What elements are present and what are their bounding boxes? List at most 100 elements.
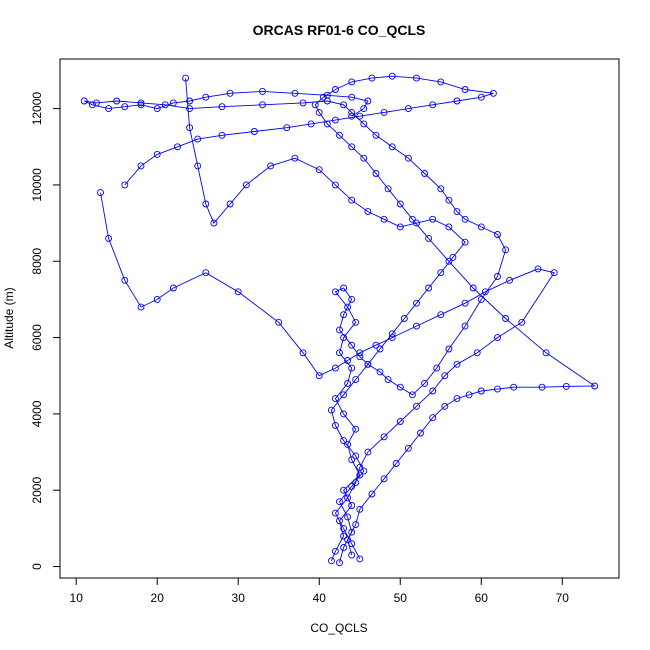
data-point	[445, 345, 453, 353]
data-point	[336, 349, 343, 357]
data-point	[344, 303, 352, 311]
data-point	[453, 208, 461, 216]
data-point	[494, 385, 501, 393]
data-point	[356, 555, 364, 563]
data-point	[348, 108, 356, 116]
data-point	[437, 269, 445, 277]
data-point	[340, 410, 348, 418]
data-point	[186, 124, 194, 132]
data-point	[226, 89, 234, 97]
data-point	[429, 215, 437, 223]
x-axis-label: CO_QCLS	[310, 621, 367, 635]
data-point	[396, 383, 404, 391]
series-line	[185, 78, 466, 563]
data-point	[153, 295, 161, 303]
data-point	[356, 349, 364, 357]
data-point	[315, 108, 323, 116]
chart-title: ORCAS RF01-6 CO_QCLS	[253, 22, 426, 38]
data-point	[356, 353, 364, 361]
data-point	[506, 276, 514, 284]
data-point	[105, 234, 113, 242]
data-point	[591, 382, 599, 390]
x-axis: 10 20 30 40 50 60 70	[70, 577, 570, 605]
series-line	[124, 75, 597, 556]
data-point	[562, 382, 570, 390]
data-point	[413, 402, 420, 410]
data-point	[336, 517, 343, 525]
data-point	[494, 334, 501, 342]
data-point	[344, 357, 352, 364]
data-point	[348, 482, 356, 490]
data-point	[80, 97, 88, 105]
y-tick-label: 10000	[30, 168, 44, 202]
data-point	[93, 99, 100, 107]
data-point	[461, 86, 469, 93]
y-axis-label: Altitude (m)	[2, 287, 16, 348]
data-point	[388, 143, 396, 151]
data-point	[283, 124, 291, 132]
data-series-group	[80, 72, 599, 567]
data-point	[336, 131, 343, 139]
data-point	[352, 376, 360, 384]
data-point	[331, 86, 339, 93]
x-tick-label: 70	[556, 591, 570, 605]
data-point	[356, 471, 364, 479]
data-point	[259, 101, 266, 109]
data-point	[348, 364, 356, 372]
data-point	[384, 376, 392, 384]
data-point	[336, 559, 343, 567]
data-point	[425, 234, 433, 242]
data-point	[441, 402, 449, 410]
data-point	[121, 276, 129, 284]
data-point	[372, 131, 380, 139]
data-point	[352, 521, 360, 529]
data-point	[88, 101, 96, 109]
data-point	[453, 395, 461, 403]
data-point	[331, 547, 339, 555]
data-point	[348, 551, 356, 559]
data-point	[465, 391, 473, 399]
data-point	[494, 273, 501, 280]
data-point	[461, 299, 469, 307]
data-point	[153, 150, 161, 158]
data-point	[364, 448, 372, 456]
data-point	[348, 143, 356, 151]
data-point	[194, 162, 202, 170]
data-point	[348, 112, 356, 120]
data-point	[356, 112, 364, 120]
data-point	[331, 116, 339, 124]
data-point	[542, 349, 550, 357]
data-point	[364, 208, 372, 216]
data-point	[356, 505, 364, 513]
data-point	[137, 162, 145, 170]
data-point	[364, 97, 372, 105]
data-point	[105, 105, 113, 113]
data-point	[408, 391, 416, 399]
data-point	[186, 97, 194, 105]
y-tick-label: 6000	[30, 324, 44, 351]
data-point	[413, 322, 420, 330]
data-point	[421, 170, 429, 177]
data-point	[445, 257, 453, 265]
data-point	[218, 103, 226, 111]
data-point	[327, 406, 335, 414]
data-point	[340, 486, 348, 494]
data-point	[267, 162, 275, 170]
data-point	[396, 418, 404, 425]
data-point	[413, 74, 420, 82]
data-point	[202, 269, 210, 277]
data-point	[299, 99, 307, 107]
data-point	[169, 99, 177, 107]
data-point	[348, 295, 356, 303]
data-point	[331, 288, 339, 296]
data-point	[477, 223, 485, 231]
data-point	[137, 99, 145, 107]
data-point	[396, 223, 404, 231]
data-point	[368, 74, 376, 82]
data-point	[538, 383, 546, 391]
data-point	[169, 284, 177, 292]
data-point	[348, 528, 356, 536]
data-point	[360, 120, 368, 128]
data-point	[186, 105, 194, 113]
